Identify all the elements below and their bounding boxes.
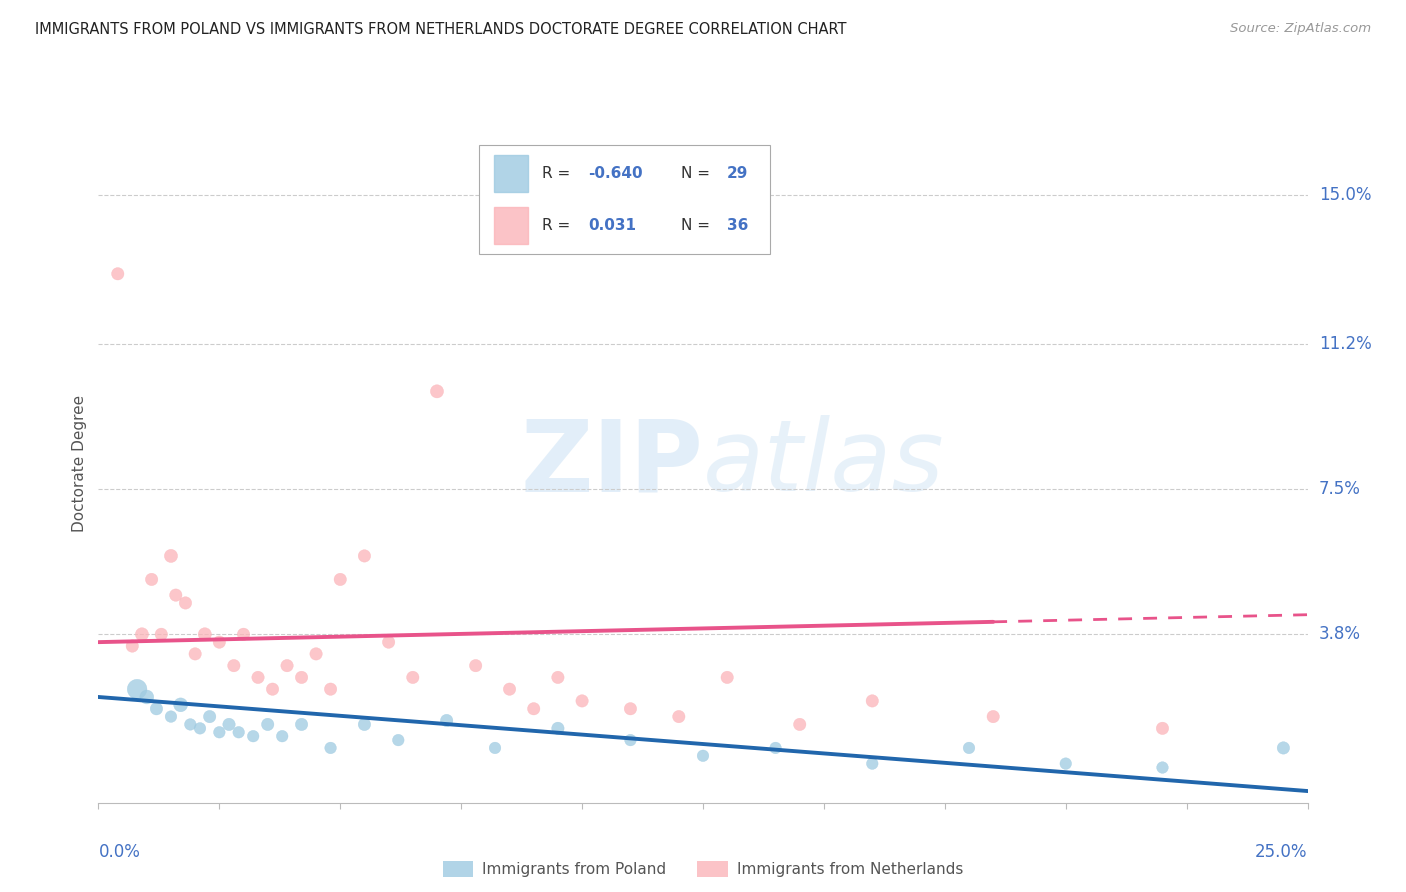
Point: [319, 682, 342, 697]
Text: 15.0%: 15.0%: [1319, 186, 1371, 204]
Text: atlas: atlas: [703, 416, 945, 512]
Point: [174, 596, 197, 610]
Point: [198, 709, 221, 723]
Point: [1152, 760, 1174, 774]
Point: [208, 635, 231, 649]
Text: 0.031: 0.031: [588, 218, 636, 233]
Text: 3.8%: 3.8%: [1319, 625, 1361, 643]
Point: [1272, 740, 1295, 755]
Text: Source: ZipAtlas.com: Source: ZipAtlas.com: [1230, 22, 1371, 36]
Point: [290, 670, 312, 684]
Point: [619, 702, 641, 716]
Point: [957, 740, 980, 755]
Point: [1054, 756, 1077, 771]
Point: [208, 725, 231, 739]
Point: [121, 639, 143, 653]
Point: [498, 682, 520, 697]
Text: 11.2%: 11.2%: [1319, 335, 1371, 353]
Point: [222, 658, 245, 673]
Bar: [494, 155, 527, 193]
Point: [523, 702, 546, 716]
Point: [426, 384, 449, 399]
Point: [131, 627, 153, 641]
Point: [188, 722, 211, 736]
Point: [256, 717, 278, 731]
Text: 25.0%: 25.0%: [1256, 844, 1308, 862]
Point: [276, 658, 298, 673]
Point: [160, 709, 183, 723]
Bar: [494, 207, 527, 244]
Point: [571, 694, 593, 708]
Point: [262, 682, 284, 697]
Point: [247, 670, 270, 684]
Point: [402, 670, 425, 684]
Point: [169, 698, 191, 712]
Point: [107, 267, 129, 281]
Point: [179, 717, 201, 731]
Text: 29: 29: [727, 166, 748, 181]
Point: [141, 573, 163, 587]
Point: [329, 573, 352, 587]
Point: [218, 717, 240, 731]
Point: [765, 740, 787, 755]
Point: [242, 729, 264, 743]
Point: [860, 756, 883, 771]
Point: [160, 549, 183, 563]
Point: [127, 682, 149, 697]
Point: [860, 694, 883, 708]
Text: -0.640: -0.640: [588, 166, 643, 181]
Point: [194, 627, 217, 641]
Point: [981, 709, 1004, 723]
Point: [436, 714, 458, 728]
Point: [353, 549, 375, 563]
Point: [353, 717, 375, 731]
Point: [150, 627, 173, 641]
Text: IMMIGRANTS FROM POLAND VS IMMIGRANTS FROM NETHERLANDS DOCTORATE DEGREE CORRELATI: IMMIGRANTS FROM POLAND VS IMMIGRANTS FRO…: [35, 22, 846, 37]
Point: [692, 748, 714, 763]
Text: ZIP: ZIP: [520, 416, 703, 512]
Text: N =: N =: [682, 166, 716, 181]
Point: [305, 647, 328, 661]
Point: [716, 670, 738, 684]
Point: [184, 647, 207, 661]
Text: 0.0%: 0.0%: [98, 844, 141, 862]
Text: 36: 36: [727, 218, 748, 233]
Text: R =: R =: [543, 218, 575, 233]
FancyBboxPatch shape: [479, 145, 769, 253]
Point: [271, 729, 294, 743]
Text: N =: N =: [682, 218, 716, 233]
Point: [547, 670, 569, 684]
Point: [377, 635, 399, 649]
Legend: Immigrants from Poland, Immigrants from Netherlands: Immigrants from Poland, Immigrants from …: [437, 855, 969, 883]
Point: [145, 702, 167, 716]
Point: [319, 740, 342, 755]
Text: R =: R =: [543, 166, 575, 181]
Point: [165, 588, 187, 602]
Point: [484, 740, 506, 755]
Point: [135, 690, 157, 704]
Point: [547, 722, 569, 736]
Text: 7.5%: 7.5%: [1319, 480, 1361, 499]
Point: [290, 717, 312, 731]
Point: [228, 725, 250, 739]
Point: [789, 717, 811, 731]
Point: [464, 658, 486, 673]
Point: [1152, 722, 1174, 736]
Point: [232, 627, 254, 641]
Point: [668, 709, 690, 723]
Point: [387, 733, 409, 747]
Y-axis label: Doctorate Degree: Doctorate Degree: [72, 395, 87, 533]
Point: [619, 733, 641, 747]
